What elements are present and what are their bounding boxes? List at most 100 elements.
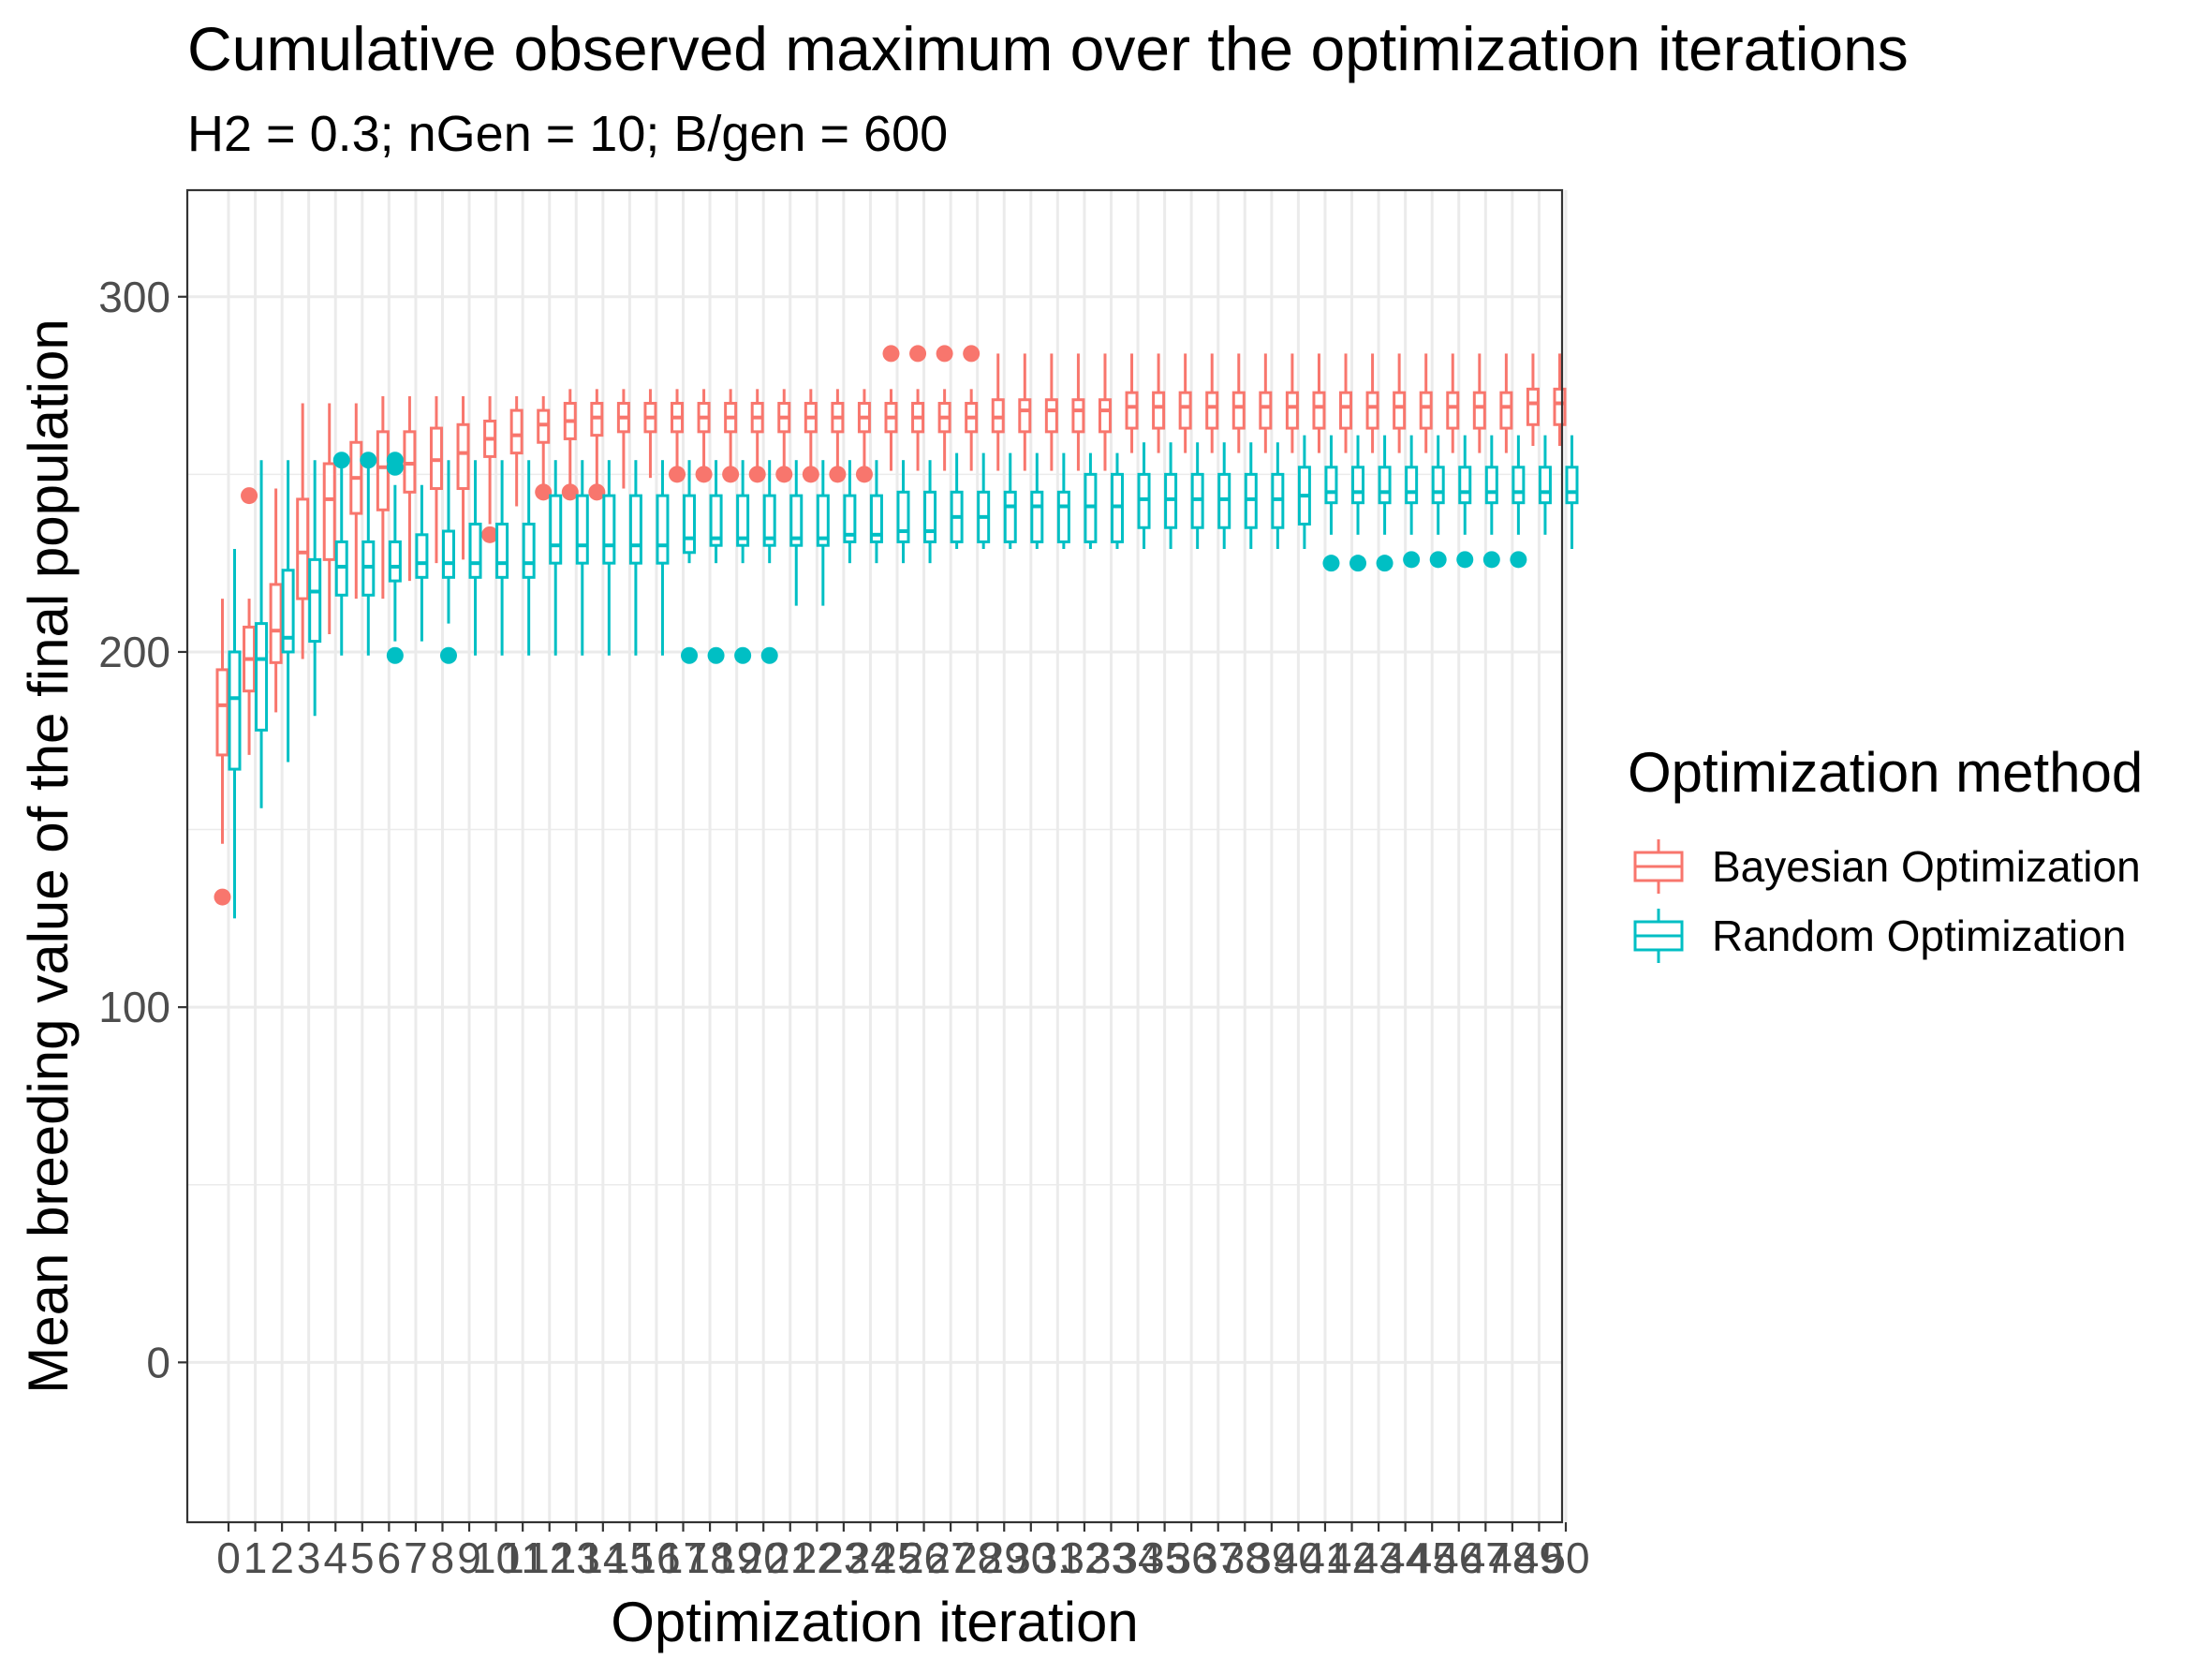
box-28 [963,345,981,471]
x-tick-label: 30 [1007,1533,1054,1582]
x-tick-label: 46 [1435,1533,1482,1582]
box-21 [789,460,804,606]
box-23 [843,460,857,564]
y-tick-label: 200 [98,628,170,676]
box-2 [281,460,295,763]
x-tick-label: 5 [350,1533,375,1582]
box-26 [923,460,937,564]
x-tick-label: 45 [1408,1533,1456,1582]
plot-border [185,188,1564,1524]
x-tick-label: 36 [1168,1533,1216,1582]
box-19 [734,460,752,664]
x-tick-label: 9 [457,1533,481,1582]
box-iqr [1312,391,1326,430]
box-45 [1419,353,1433,453]
outlier-point [722,466,740,483]
outlier-point [936,345,953,363]
box-30 [1030,452,1044,549]
box-36 [1178,353,1192,453]
box-48 [1499,353,1513,453]
outlier-point [748,466,766,483]
box-iqr [1056,490,1070,543]
x-tick-label: 33 [1087,1533,1135,1582]
box-iqr [1044,398,1058,434]
box-32 [1084,452,1098,549]
box-42 [1349,435,1367,572]
box-35 [1164,442,1178,549]
box-48 [1510,435,1527,569]
y-tick-label: 100 [98,983,170,1031]
x-tick-label: 10 [472,1533,520,1582]
outlier-point [802,466,819,483]
box-29 [1003,452,1017,549]
box-iqr [1405,466,1419,505]
box-16 [656,460,670,656]
outlier-point [1482,551,1500,569]
outlier-point [386,646,404,664]
box-40 [1297,435,1311,549]
box-iqr [1565,466,1579,505]
outlier-point [561,483,579,501]
box-30 [1018,353,1032,471]
box-17 [681,460,699,664]
box-45 [1429,435,1447,569]
box-7 [403,395,417,582]
x-tick-label: 19 [713,1533,760,1582]
box-iqr [1030,490,1044,543]
box-25 [896,460,910,564]
outlier-point [760,646,778,664]
box-24 [869,460,883,564]
x-tick-label: 24 [847,1533,894,1582]
x-tick-label: 29 [981,1533,1028,1582]
box-26 [909,345,927,471]
box-12 [549,460,563,656]
outlier-point [1429,551,1447,569]
x-tick-label: 35 [1141,1533,1188,1582]
box-21 [775,389,793,483]
box-iqr [1472,391,1486,430]
box-36 [1190,442,1204,549]
x-tick-label: 15 [606,1533,654,1582]
x-tick-label: 41 [1301,1533,1349,1582]
box-16 [643,389,657,479]
box-iqr [1259,391,1273,430]
legend-key-random [1633,909,1684,963]
outlier-point [829,466,847,483]
x-tick-label: 11 [500,1533,545,1582]
outlier-point [1456,551,1474,569]
outlier-point [695,466,713,483]
box-33 [1110,452,1124,549]
x-tick-label: 3 [297,1533,321,1582]
box-10 [495,460,509,656]
outlier-point [439,646,457,664]
y-tick-label: 0 [146,1338,170,1386]
legend-label-bayesian: Bayesian Optimization [1712,842,2141,891]
series-bayesian [214,345,1567,906]
box-7 [415,484,429,642]
box-34 [1137,442,1151,549]
outlier-point [1349,555,1367,572]
box-series [214,345,1579,919]
box-iqr [1324,466,1338,505]
box-6 [386,452,404,664]
box-29 [991,353,1005,471]
box-37 [1217,442,1231,549]
outlier-point [332,452,350,469]
box-34 [1125,353,1139,453]
box-iqr [1339,391,1353,430]
x-tick-label: 39 [1247,1533,1295,1582]
outlier-point [1403,551,1421,569]
box-iqr [509,408,524,455]
x-tick-label: 48 [1488,1533,1536,1582]
box-24 [855,389,873,483]
plot-panel [187,190,1562,1522]
box-13 [561,389,579,501]
legend-key-bayesian [1633,839,1684,894]
box-iqr [1526,387,1540,426]
box-iqr [549,494,563,565]
box-iqr [215,668,229,757]
box-5 [360,452,377,656]
box-iqr [683,494,697,555]
outlier-point [707,646,725,664]
box-9 [468,460,482,656]
